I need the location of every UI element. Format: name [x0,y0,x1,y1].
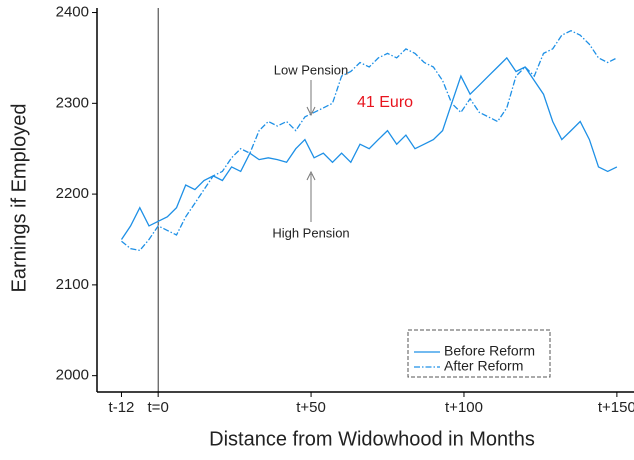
y-tick-label: 2400 [56,4,89,21]
y-axis-label: Earnings if Employed [8,104,30,293]
annotation: High Pension [272,225,349,240]
x-tick-label: t-12 [109,399,135,416]
x-tick-label: t=0 [148,399,169,416]
legend-box [407,329,551,378]
y-tick-label: 2000 [56,367,89,384]
y-tick-label: 2200 [56,185,89,202]
arrow-head [306,106,316,117]
x-tick-label: t+50 [296,399,326,416]
arrow-head [306,170,316,181]
x-tick-label: t+100 [445,399,483,416]
y-tick-label: 2300 [56,94,89,111]
series-line [121,29,618,252]
series-line [120,56,618,240]
x-axis-label: Distance from Widowhood in Months [209,428,535,450]
annotation: 41 Euro [357,94,413,111]
x-tick-label: t+150 [598,399,634,416]
y-tick-label: 2100 [56,276,89,293]
legend-label: After Reform [444,358,523,374]
annotation: Low Pension [274,62,348,77]
legend-label: Before Reform [444,343,535,359]
